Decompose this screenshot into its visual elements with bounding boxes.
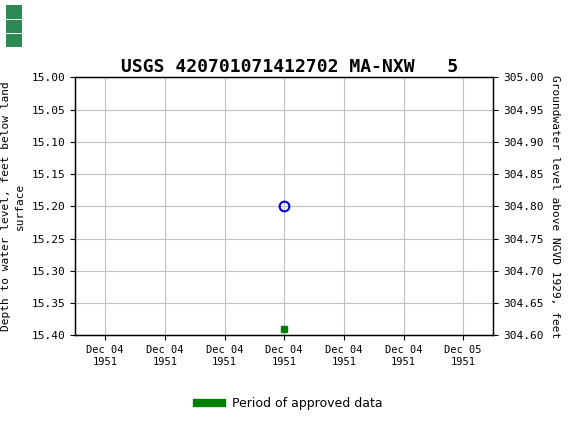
Text: USGS: USGS xyxy=(49,17,100,35)
Text: USGS 420701071412702 MA-NXW   5: USGS 420701071412702 MA-NXW 5 xyxy=(121,58,459,76)
Bar xyxy=(6,4,22,47)
Legend: Period of approved data: Period of approved data xyxy=(192,392,388,415)
Bar xyxy=(6,4,46,47)
Y-axis label: Groundwater level above NGVD 1929, feet: Groundwater level above NGVD 1929, feet xyxy=(550,75,560,338)
Y-axis label: Depth to water level, feet below land
surface: Depth to water level, feet below land su… xyxy=(1,82,25,331)
